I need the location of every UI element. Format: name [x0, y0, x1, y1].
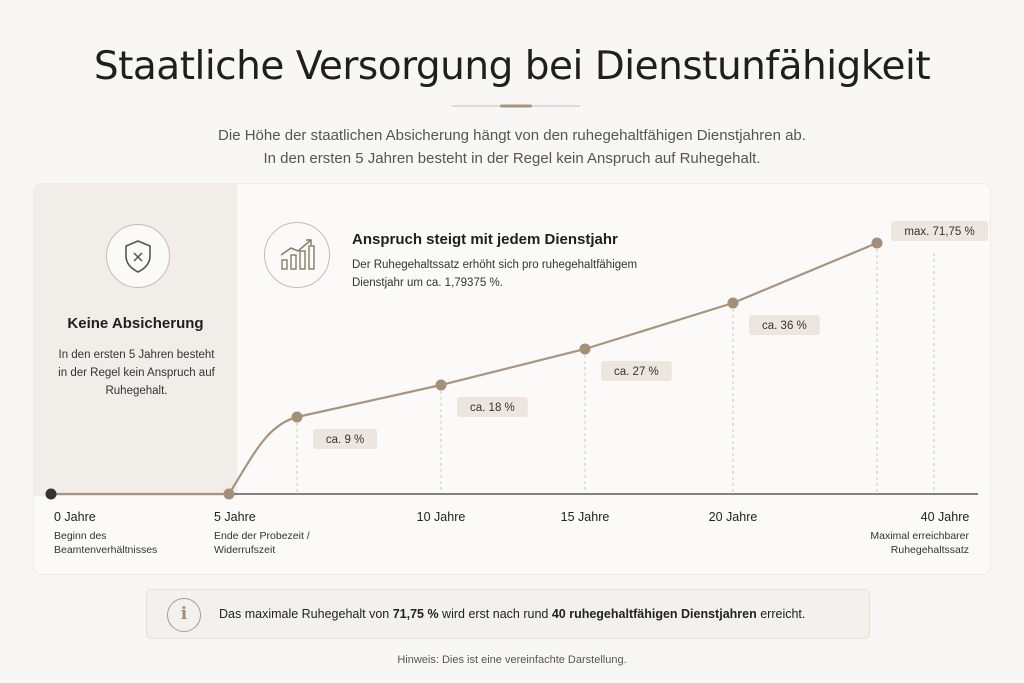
data-label-5: ca. 36 %	[762, 320, 807, 332]
page-title: Staatliche Versorgung bei Dienstunfähigk…	[93, 44, 931, 89]
data-label-3: ca. 18 %	[470, 402, 515, 414]
data-point-5	[727, 297, 739, 309]
data-label-bg-6	[891, 221, 989, 241]
data-point-6	[871, 237, 883, 249]
footnote: Hinweis: Dies ist eine vereinfachte Dars…	[397, 654, 627, 666]
x-tick-sublabel-0-1: Beamtenverhältnisses	[54, 544, 157, 556]
subtitle-line-1: Die Höhe der staatlichen Absicherung hän…	[218, 127, 806, 144]
info-years: 40 ruhegehaltfähigen Dienstjahren	[551, 607, 757, 621]
subtitle: Die Höhe der staatlichen Absicherung hän…	[0, 124, 1024, 170]
pension-line-chart: ca. 9 % ca. 18 % ca. 27 % ca. 36 % max. 71,7…	[45, 221, 989, 556]
data-label-2: ca. 9 %	[326, 434, 364, 446]
x-tick-sublabel-5-1: Ruhegehaltssatz	[891, 544, 969, 556]
claim-rises-text: Der Ruhegehaltssatz erhöht sich pro ruhe…	[352, 259, 638, 289]
data-point-1	[223, 488, 235, 500]
x-tick-label-3: 15 Jahre	[561, 510, 610, 524]
info-text: Das maximale Ruhegehalt von 71,75 % wird…	[219, 607, 806, 621]
x-tick-label-0: 0 Jahre	[54, 510, 96, 524]
data-label-bg-2	[313, 429, 378, 449]
x-tick-sublabel-1-0: Ende der Probezeit /	[214, 530, 310, 542]
chart-card: Keine Absicherung In den ersten 5 Jahren…	[33, 183, 991, 575]
x-tick-sublabel-0-0: Beginn des	[54, 530, 107, 542]
data-label-4: ca. 27 %	[614, 366, 659, 378]
x-tick-label-4: 20 Jahre	[709, 510, 758, 524]
info-max-rate: 71,75 %	[392, 607, 439, 621]
data-point-4	[579, 343, 591, 355]
data-label-bg-5	[749, 315, 820, 335]
x-tick-label-1: 5 Jahre	[214, 510, 256, 524]
title-divider	[452, 104, 580, 108]
info-icon: i	[167, 598, 201, 632]
subtitle-line-2: In den ersten 5 Jahren besteht in der Re…	[263, 150, 761, 167]
data-point-2	[291, 411, 303, 423]
x-tick-label-2: 10 Jahre	[417, 510, 466, 524]
x-tick-label-5: 40 Jahre	[921, 510, 970, 524]
claim-rises-heading: Anspruch steigt mit jedem Dienstjahr	[352, 231, 618, 248]
no-coverage-heading: Keine Absicherung	[67, 315, 204, 332]
data-label-bg-3	[457, 397, 528, 417]
data-point-0	[45, 488, 57, 500]
growth-chart-icon	[264, 222, 330, 288]
shield-x-icon	[106, 224, 170, 288]
x-tick-sublabel-5-0: Maximal erreichbarer	[870, 530, 969, 542]
data-label-6: max. 71,75 %	[904, 226, 974, 238]
info-box: i Das maximale Ruhegehalt von 71,75 % wi…	[146, 589, 870, 639]
no-coverage-text: In den ersten 5 Jahren besteht in der Re…	[58, 349, 215, 397]
data-point-3	[435, 379, 447, 391]
x-tick-sublabel-1-1: Widerrufszeit	[214, 544, 275, 556]
series-line	[51, 241, 878, 496]
data-label-bg-4	[601, 361, 672, 381]
